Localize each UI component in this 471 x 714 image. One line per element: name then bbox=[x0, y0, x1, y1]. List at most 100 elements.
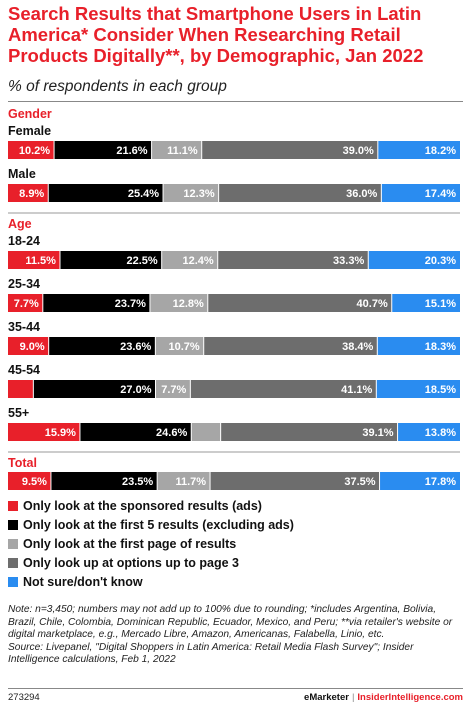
legend-item: Only look up at options up to page 3 bbox=[8, 553, 294, 572]
bar-value-label: 25.4% bbox=[128, 188, 159, 200]
bar-value-label: 10.2% bbox=[19, 145, 50, 157]
bar-value-label: 39.1% bbox=[362, 427, 393, 439]
bar-segment bbox=[33, 380, 156, 398]
title-divider bbox=[8, 101, 463, 102]
bar-segment bbox=[8, 380, 34, 398]
bar-segment bbox=[8, 141, 55, 159]
brand: eMarketer | InsiderIntelligence.com bbox=[304, 692, 463, 703]
legend-swatch bbox=[8, 557, 18, 568]
bar-segment bbox=[190, 380, 377, 398]
bar-value-label: 17.4% bbox=[425, 188, 456, 200]
stacked-bar-chart: Gender Female 10.2% 21.6% 11.1% 39.0% 18.2% Mal… bbox=[8, 107, 460, 490]
bar-value-label: 7.7% bbox=[161, 384, 186, 396]
bar-segment bbox=[201, 141, 378, 159]
bar-segment bbox=[48, 337, 156, 355]
section-label: Age bbox=[8, 217, 32, 231]
bar-value-label: 22.5% bbox=[126, 255, 157, 267]
bar-segment bbox=[377, 337, 460, 355]
bar-segment bbox=[217, 251, 369, 269]
bar-value-label: 10.7% bbox=[169, 341, 200, 353]
bar-segment bbox=[48, 184, 164, 202]
legend-swatch bbox=[8, 576, 18, 587]
bar-segment bbox=[8, 423, 80, 441]
bar-segment bbox=[8, 184, 49, 202]
legend-label: Not sure/don't know bbox=[23, 574, 143, 589]
group-label: 35-44 bbox=[8, 320, 40, 334]
bar-segment bbox=[8, 251, 60, 269]
bar-value-label: 36.0% bbox=[346, 188, 377, 200]
group-label: 18-24 bbox=[8, 234, 40, 248]
bar-value-label: 12.8% bbox=[173, 298, 204, 310]
legend-swatch bbox=[8, 519, 18, 530]
bar-segment bbox=[151, 141, 202, 159]
bar-value-label: 13.8% bbox=[425, 427, 456, 439]
bar-segment bbox=[203, 337, 378, 355]
bar-value-label: 11.1% bbox=[167, 145, 198, 157]
bar-value-label: 38.4% bbox=[342, 341, 373, 353]
legend-swatch bbox=[8, 538, 18, 549]
legend-item: Only look at the first 5 results (exclud… bbox=[8, 515, 294, 534]
chart-title: Search Results that Smartphone Users in … bbox=[8, 3, 424, 66]
legend-item: Not sure/don't know bbox=[8, 572, 294, 591]
bar-segment bbox=[161, 251, 218, 269]
bar-value-label: 9.0% bbox=[20, 341, 45, 353]
bar-segment bbox=[381, 184, 460, 202]
bar-segment bbox=[79, 423, 192, 441]
bar-segment bbox=[155, 380, 191, 398]
bar-segment bbox=[391, 294, 460, 312]
bar-segment bbox=[8, 472, 51, 490]
bar-value-label: 8.9% bbox=[19, 188, 44, 200]
chart-notes: Note: n=3,450; numbers may not add up to… bbox=[8, 604, 460, 667]
bar-segment bbox=[210, 472, 380, 490]
bar-value-label: 12.4% bbox=[183, 255, 214, 267]
bar-value-label: 7.7% bbox=[14, 298, 39, 310]
legend-item: Only look at the first page of results bbox=[8, 534, 294, 553]
source-text: Source: Livepanel, "Digital Shoppers in … bbox=[8, 641, 414, 666]
bar-value-label: 23.7% bbox=[115, 298, 146, 310]
chart-subtitle: % of respondents in each group bbox=[8, 78, 227, 95]
bar-value-label: 39.0% bbox=[343, 145, 374, 157]
bar-value-label: 15.9% bbox=[45, 427, 76, 439]
group-label: Female bbox=[8, 124, 51, 138]
legend-label: Only look at the first 5 results (exclud… bbox=[23, 517, 294, 532]
bar-segment bbox=[155, 337, 204, 355]
group-label: Male bbox=[8, 167, 36, 181]
bar-segment bbox=[191, 423, 221, 441]
bar-segment bbox=[8, 337, 49, 355]
bar-value-label: 11.7% bbox=[175, 476, 206, 488]
footer: 273294 eMarketer | InsiderIntelligence.com bbox=[8, 688, 463, 703]
bar-segment bbox=[59, 251, 162, 269]
bar-value-label: 11.5% bbox=[25, 255, 56, 267]
section-label: Total bbox=[8, 456, 37, 470]
bar-segment bbox=[376, 380, 460, 398]
bar-value-label: 15.1% bbox=[425, 298, 456, 310]
brand-emarketer: eMarketer bbox=[304, 692, 349, 703]
bar-segment bbox=[397, 423, 460, 441]
bar-value-label: 37.5% bbox=[344, 476, 375, 488]
bar-segment bbox=[157, 472, 211, 490]
legend-label: Only look at the first page of results bbox=[23, 536, 237, 551]
bar-value-label: 23.5% bbox=[122, 476, 153, 488]
bar-value-label: 33.3% bbox=[333, 255, 364, 267]
brand-separator: | bbox=[351, 692, 355, 703]
bar-value-label: 21.6% bbox=[116, 145, 147, 157]
section-label: Gender bbox=[8, 107, 52, 121]
brand-insider-intelligence: InsiderIntelligence.com bbox=[357, 692, 463, 703]
bar-segment bbox=[207, 294, 392, 312]
group-label: 45-54 bbox=[8, 363, 40, 377]
bar-segment bbox=[8, 294, 43, 312]
bar-segment bbox=[50, 472, 158, 490]
bar-value-label: 24.6% bbox=[156, 427, 187, 439]
bar-segment bbox=[54, 141, 152, 159]
chart-id: 273294 bbox=[8, 692, 40, 703]
bar-segment bbox=[149, 294, 208, 312]
group-label: 25-34 bbox=[8, 277, 40, 291]
bar-value-label: 17.8% bbox=[425, 476, 456, 488]
bar-value-label: 9.5% bbox=[22, 476, 47, 488]
bar-value-label: 18.3% bbox=[425, 341, 456, 353]
bar-segment bbox=[368, 251, 460, 269]
bar-segment bbox=[379, 472, 460, 490]
legend: Only look at the sponsored results (ads)… bbox=[8, 496, 294, 591]
bar-value-label: 41.1% bbox=[341, 384, 372, 396]
bar-segment bbox=[377, 141, 460, 159]
